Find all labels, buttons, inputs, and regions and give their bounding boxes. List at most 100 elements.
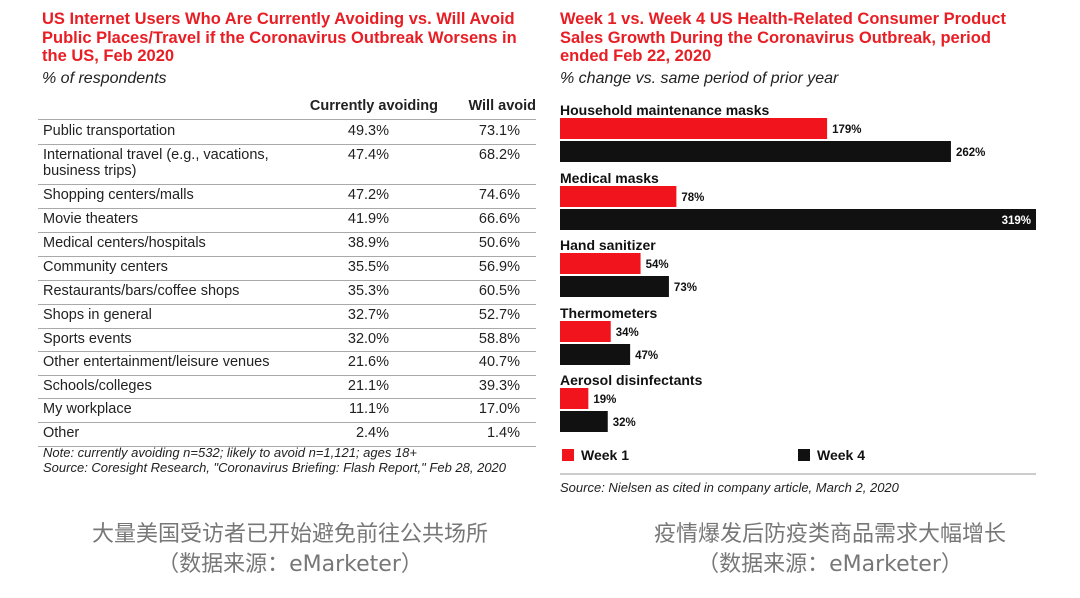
table-row-divider [38, 304, 536, 305]
table-row: Public transportation 49.3% 73.1% [38, 120, 536, 144]
row-will-avoid: 60.5% [478, 283, 520, 299]
row-currently-avoiding: 47.4% [347, 147, 389, 163]
legend-swatch-week-4 [798, 449, 810, 461]
data-label: 319% [1002, 215, 1031, 227]
bar-week-4 [560, 411, 608, 432]
bar-week-1 [560, 186, 677, 207]
row-label: Public transportation [43, 123, 176, 139]
row-will-avoid: 52.7% [478, 307, 520, 323]
row-will-avoid: 17.0% [478, 401, 520, 417]
table-row: Restaurants/bars/coffee shops 35.3% 60.5% [38, 280, 536, 304]
table-row-divider [38, 398, 536, 399]
table-title: US Internet Users Who Are Currently Avoi… [42, 10, 517, 65]
row-will-avoid: 50.6% [478, 235, 520, 251]
column-header-will-avoid: Will avoid [468, 98, 536, 114]
table-row: Other 2.4% 1.4% [38, 422, 536, 446]
row-will-avoid: 58.8% [478, 331, 520, 347]
row-currently-avoiding: 47.2% [347, 187, 389, 203]
row-currently-avoiding: 41.9% [347, 211, 389, 227]
bar-chart: Household maintenance masks 179% 262% Medic… [560, 102, 1036, 475]
row-will-avoid: 40.7% [478, 354, 520, 370]
legend-label: Week 4 [817, 447, 865, 463]
data-label: 73% [674, 282, 697, 294]
right-caption-line2: （数据来源：eMarketer） [697, 552, 963, 577]
row-label: My workplace [43, 401, 132, 417]
row-currently-avoiding: 32.7% [347, 307, 389, 323]
right-caption: 疫情爆发后防疫类商品需求大幅增长 （数据来源：eMarketer） [600, 520, 1060, 580]
row-currently-avoiding: 49.3% [347, 123, 389, 139]
bar-week-1 [560, 253, 641, 274]
row-label: Schools/colleges [43, 378, 152, 394]
table-row: My workplace 11.1% 17.0% [38, 398, 536, 422]
row-will-avoid: 74.6% [478, 187, 520, 203]
table-row-divider [38, 375, 536, 376]
category-label: Household maintenance masks [560, 102, 770, 118]
table-row: Schools/colleges 21.1% 39.3% [38, 375, 536, 398]
bar-week-4 [560, 344, 631, 365]
legend-swatch-week-1 [562, 449, 574, 461]
chart-subtitle: % change vs. same period of prior year [560, 70, 839, 87]
row-label: Other entertainment/leisure venues [43, 354, 270, 370]
table-note-text: Note: currently avoiding n=532; likely t… [43, 445, 417, 460]
row-label: Community centers [43, 259, 168, 275]
left-caption-line1: 大量美国受访者已开始避免前往公共场所 [91, 522, 488, 547]
table-row: Movie theaters 41.9% 66.6% [38, 208, 536, 232]
data-label: 262% [956, 147, 985, 159]
data-label: 19% [593, 394, 616, 406]
data-label: 34% [616, 327, 639, 339]
row-currently-avoiding: 38.9% [347, 235, 389, 251]
row-label: Medical centers/hospitals [43, 235, 206, 251]
row-will-avoid: 66.6% [478, 211, 520, 227]
table-row: International travel (e.g., vacations, b… [38, 144, 536, 184]
bar-week-4 [560, 209, 1036, 230]
right-caption-line1: 疫情爆发后防疫类商品需求大幅增长 [653, 522, 1006, 547]
category-label: Medical masks [560, 170, 659, 186]
bar-week-1 [560, 321, 611, 342]
row-currently-avoiding: 21.1% [347, 378, 389, 394]
data-label: 32% [613, 417, 636, 429]
table-row-divider [38, 446, 536, 447]
table-row: Shopping centers/malls 47.2% 74.6% [38, 184, 536, 208]
table-row: Community centers 35.5% 56.9% [38, 256, 536, 280]
chart-title: Week 1 vs. Week 4 US Health-Related Cons… [560, 10, 1006, 65]
row-will-avoid: 73.1% [478, 123, 520, 139]
row-will-avoid: 39.3% [478, 378, 520, 394]
table-row: Sports events 32.0% 58.8% [38, 328, 536, 351]
table-subtitle: % of respondents [42, 70, 167, 87]
category-label: Thermometers [560, 305, 657, 321]
bar-week-1 [560, 118, 828, 139]
row-currently-avoiding: 2.4% [355, 425, 389, 441]
row-label: Restaurants/bars/coffee shops [43, 283, 240, 299]
bar-week-4 [560, 276, 669, 297]
row-will-avoid: 56.9% [478, 259, 520, 275]
row-label: Sports events [43, 331, 132, 347]
table-header: Currently avoiding Will avoid [38, 96, 536, 116]
table-row-divider [38, 232, 536, 233]
row-currently-avoiding: 11.1% [348, 401, 389, 417]
chart-source-text: Source: Nielsen as cited in company arti… [560, 480, 899, 495]
row-label: Movie theaters [43, 211, 139, 227]
table-row-divider [38, 256, 536, 257]
row-label: International travel (e.g., vacations, b… [43, 147, 269, 179]
row-currently-avoiding: 35.5% [347, 259, 389, 275]
table-row-divider [38, 144, 536, 145]
table-note: Note: currently avoiding n=532; likely t… [43, 445, 533, 475]
row-will-avoid: 68.2% [478, 147, 520, 163]
row-will-avoid: 1.4% [486, 425, 520, 441]
table-row-divider [38, 351, 536, 352]
data-label: 54% [646, 259, 669, 271]
table-row-divider [38, 328, 536, 329]
column-header-currently-avoiding: Currently avoiding [309, 98, 438, 114]
row-label: Other [43, 425, 80, 441]
category-label: Hand sanitizer [560, 237, 656, 253]
bar-week-4 [560, 141, 951, 162]
table-row: Other entertainment/leisure venues 21.6% 4… [38, 351, 536, 375]
row-label: Shops in general [43, 307, 152, 323]
left-caption-line2: （数据来源：eMarketer） [157, 552, 423, 577]
row-currently-avoiding: 21.6% [347, 354, 389, 370]
row-label: Shopping centers/malls [43, 187, 194, 203]
left-caption: 大量美国受访者已开始避免前往公共场所 （数据来源：eMarketer） [45, 520, 535, 580]
table-row: Shops in general 32.7% 52.7% [38, 304, 536, 328]
table-row: Medical centers/hospitals 38.9% 50.6% [38, 232, 536, 256]
row-currently-avoiding: 32.0% [347, 331, 389, 347]
